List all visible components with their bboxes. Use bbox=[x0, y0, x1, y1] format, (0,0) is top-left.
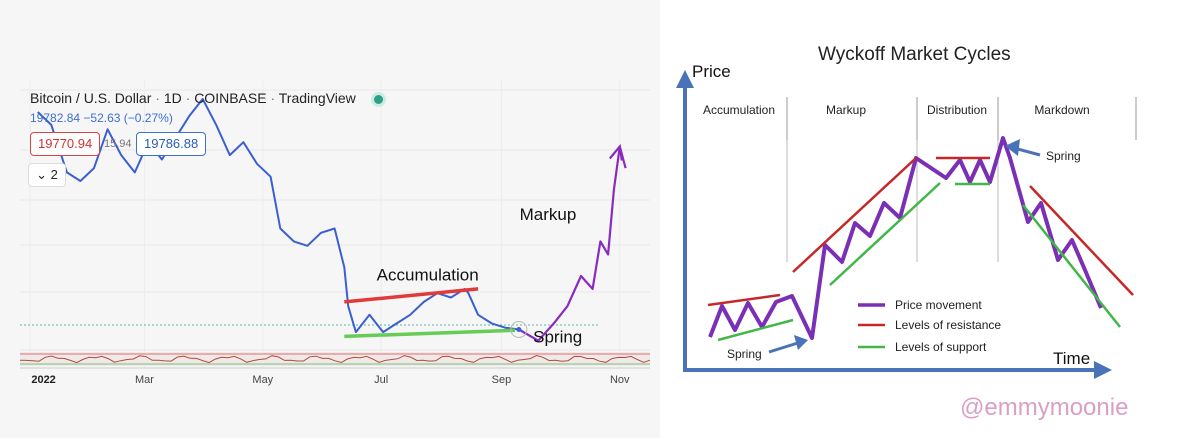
x-tick-label: Sep bbox=[492, 374, 512, 386]
annotation-label: Markup bbox=[520, 205, 577, 224]
market-status-dot bbox=[373, 94, 383, 104]
btc-chart-panel: Accumulation Markup Spring 2022 Mar May Jul Sep… bbox=[19, 89, 651, 386]
x-axis-arrowhead bbox=[1094, 361, 1112, 379]
exchange-label: COINBASE bbox=[194, 90, 267, 106]
support-line bbox=[829, 182, 941, 286]
legend-label: Price movement bbox=[895, 298, 982, 312]
resistance-line bbox=[792, 157, 917, 273]
resistance-line bbox=[707, 293, 781, 307]
last-price-marker bbox=[510, 320, 528, 338]
indicator-pane bbox=[20, 352, 650, 366]
price-change-pct: (−0.27%) bbox=[123, 111, 173, 125]
price-series-line bbox=[37, 98, 520, 334]
annotation-label: Accumulation bbox=[377, 265, 479, 284]
last-price-dot bbox=[516, 326, 522, 332]
diagram-title: Wyckoff Market Cycles bbox=[818, 44, 1011, 65]
price-line: 19782.84 −52.63 (−0.27%) bbox=[30, 111, 173, 125]
legend-label: Levels of resistance bbox=[895, 318, 1001, 332]
price-change: −52.63 bbox=[83, 111, 121, 125]
support-line bbox=[344, 328, 516, 339]
sell-price-button[interactable]: 19770.94 bbox=[30, 132, 101, 156]
indicator-line bbox=[19, 354, 651, 364]
phase-label: Markup bbox=[826, 103, 866, 117]
spring-label: Spring bbox=[1046, 149, 1081, 163]
author-watermark: @emmymoonie bbox=[960, 394, 1129, 421]
btc-price-chart: Accumulation Markup Spring 2022 Mar May Jul Sep… bbox=[19, 89, 651, 386]
chevron-down-icon: ⌄ bbox=[36, 167, 48, 182]
symbol-header: Bitcoin / U.S. Dollar · 1D · COINBASE · … bbox=[30, 90, 383, 106]
support-line bbox=[1022, 204, 1121, 328]
x-axis-label: Time bbox=[1053, 349, 1090, 368]
spring-arrow-head bbox=[794, 335, 808, 350]
phase-label: Accumulation bbox=[703, 103, 775, 117]
indicator-toggle-button[interactable]: ⌄ 2 bbox=[28, 163, 66, 187]
x-tick-label: Jul bbox=[374, 374, 388, 386]
x-tick-label: Nov bbox=[610, 374, 630, 386]
legend-label: Levels of support bbox=[895, 340, 987, 354]
y-axis-label: Price bbox=[692, 62, 731, 81]
x-tick-label: Mar bbox=[135, 374, 154, 386]
annotation-label: Spring bbox=[533, 327, 582, 346]
indicator-count: 2 bbox=[50, 167, 58, 182]
markup-projection-line bbox=[518, 145, 627, 342]
resistance-line bbox=[344, 287, 479, 304]
source-label: TradingView bbox=[278, 90, 356, 106]
resistance-line bbox=[1029, 185, 1134, 296]
spring-arrow bbox=[768, 340, 802, 354]
spring-label: Spring bbox=[727, 347, 762, 361]
buy-price-button[interactable]: 19786.88 bbox=[136, 132, 207, 156]
x-tick-label: May bbox=[252, 374, 273, 386]
price-movement-path bbox=[708, 136, 1103, 340]
support-line bbox=[717, 318, 794, 342]
y-axis-arrowhead bbox=[676, 70, 694, 88]
symbol-name[interactable]: Bitcoin / U.S. Dollar bbox=[30, 90, 152, 106]
x-tick-label: 2022 bbox=[31, 374, 55, 386]
interval-label: 1D bbox=[163, 90, 182, 106]
projection-arrowhead bbox=[608, 143, 623, 161]
spring-arrow-head bbox=[1005, 139, 1020, 156]
phase-label: Markdown bbox=[1034, 103, 1089, 117]
spread-value: 15.94 bbox=[104, 138, 132, 150]
phase-label: Distribution bbox=[927, 103, 987, 117]
last-price: 19782.84 bbox=[30, 111, 81, 125]
